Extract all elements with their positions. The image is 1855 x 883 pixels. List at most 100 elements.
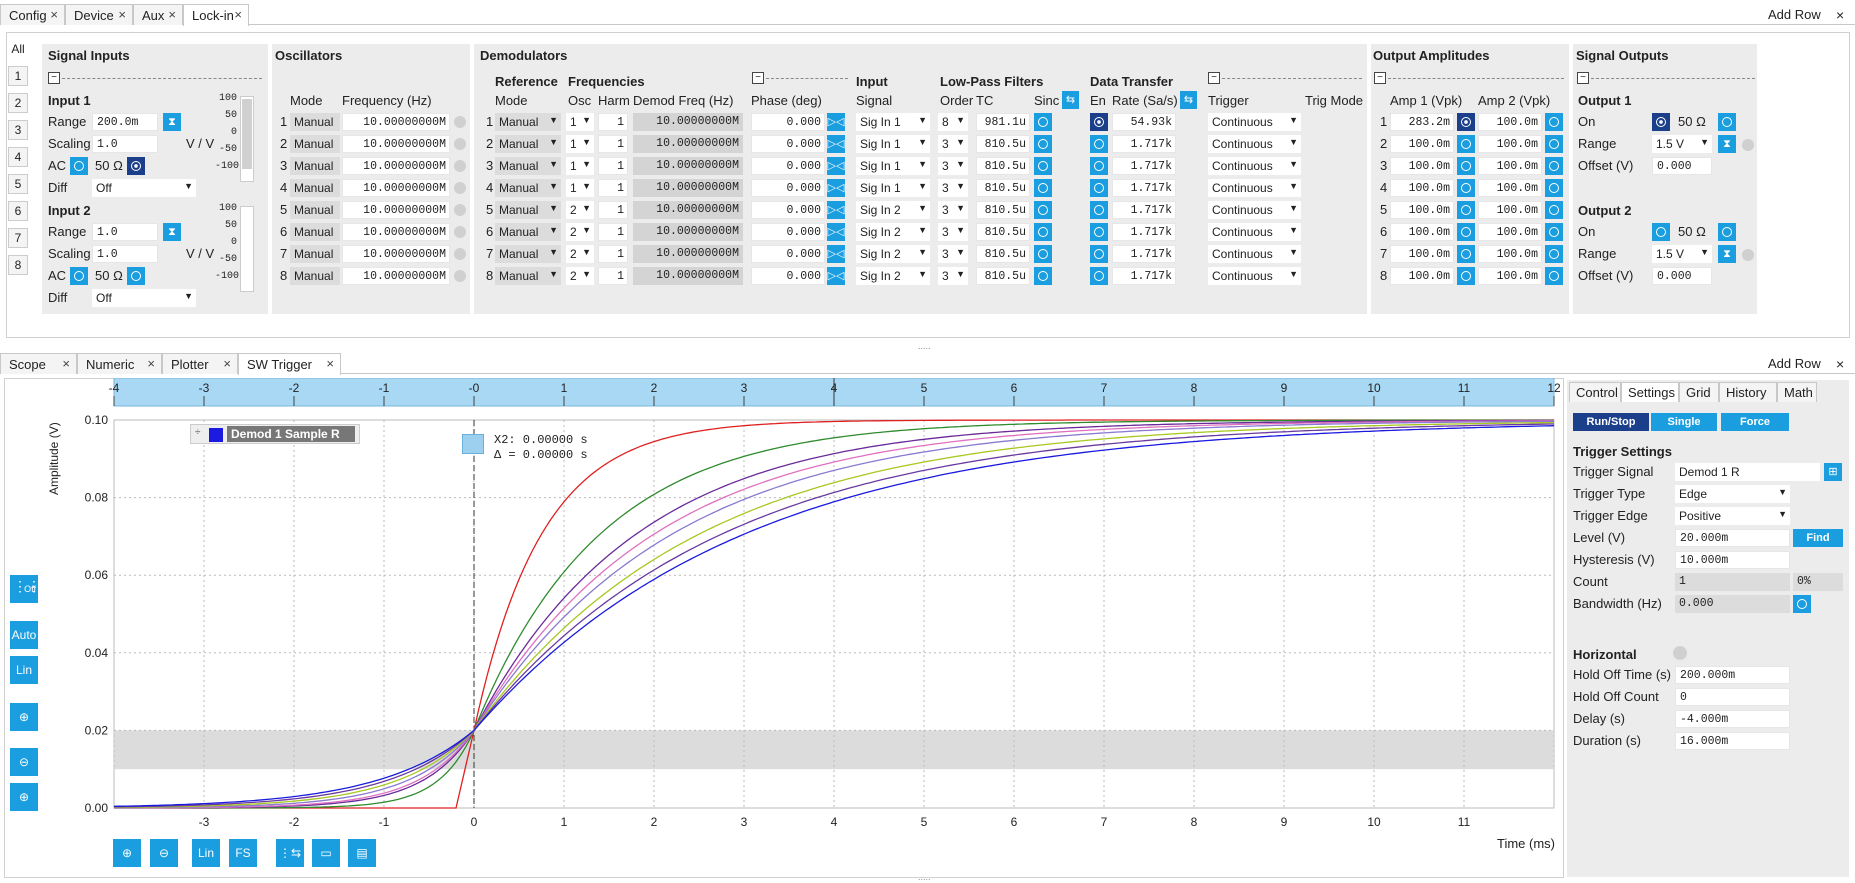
amp1-enable-toggle[interactable]	[1457, 201, 1475, 219]
cursor-x-icon[interactable]: ⋮⇆	[276, 839, 304, 867]
close-icon[interactable]: ×	[50, 7, 58, 22]
tab-history[interactable]: History	[1719, 382, 1777, 402]
amp1-enable-toggle[interactable]	[1457, 179, 1475, 197]
demod-mode-select[interactable]: Manual ▼	[495, 113, 561, 131]
demod-harm-field[interactable]: 1	[598, 223, 628, 241]
amp2-enable-toggle[interactable]	[1545, 135, 1563, 153]
demod-tc-field[interactable]: 810.5u	[976, 267, 1030, 285]
level-field[interactable]: 20.000m	[1675, 529, 1790, 547]
demod-enable-toggle[interactable]	[1090, 223, 1108, 241]
amp2-field[interactable]: 100.0m	[1478, 245, 1542, 263]
osc-frequency-field[interactable]: 10.00000000M	[342, 179, 450, 197]
sinc-toggle[interactable]	[1034, 113, 1052, 131]
demod-phase-field[interactable]: 0.000	[751, 223, 825, 241]
output2-on-toggle[interactable]	[1652, 223, 1670, 241]
50ohm-toggle[interactable]	[127, 267, 145, 285]
demod-trigger-select[interactable]: Continuous ▼	[1208, 135, 1301, 153]
demod-osc-select[interactable]: 1 ▼	[566, 157, 594, 175]
demod-harm-field[interactable]: 1	[598, 113, 628, 131]
output2-range-select[interactable]: 1.5 V ▼	[1652, 245, 1712, 263]
phase-zero-icon[interactable]: ▷◁	[827, 135, 845, 153]
sinc-toggle[interactable]	[1034, 267, 1052, 285]
tab-aux[interactable]: Aux ×	[133, 4, 183, 25]
zoom-out-y-icon[interactable]: ⊖	[10, 748, 38, 776]
tab-numeric[interactable]: Numeric ×	[77, 353, 162, 374]
demod-enable-toggle[interactable]	[1090, 201, 1108, 219]
amp2-field[interactable]: 100.0m	[1478, 113, 1542, 131]
demod-signal-select[interactable]: Sig In 2 ▼	[856, 245, 930, 263]
amp1-field[interactable]: 100.0m	[1390, 135, 1454, 153]
side-tab-2[interactable]: 2	[8, 93, 28, 113]
demod-rate-field[interactable]: 1.717k	[1112, 201, 1176, 219]
amp1-enable-toggle[interactable]	[1457, 245, 1475, 263]
amp1-enable-toggle[interactable]	[1457, 267, 1475, 285]
collapse-icon[interactable]: −	[1577, 72, 1589, 84]
x-linear-button[interactable]: Lin	[192, 839, 220, 867]
output1-50ohm-toggle[interactable]	[1718, 113, 1736, 131]
demod-osc-select[interactable]: 2 ▼	[566, 245, 594, 263]
demod-rate-field[interactable]: 1.717k	[1112, 223, 1176, 241]
input2-range-field[interactable]: 1.0	[92, 223, 158, 241]
amp2-enable-toggle[interactable]	[1545, 223, 1563, 241]
amp1-field[interactable]: 100.0m	[1390, 223, 1454, 241]
collapse-icon[interactable]: −	[1374, 72, 1386, 84]
zoom-in-y-icon[interactable]: ⊕	[10, 783, 38, 811]
demod-tc-field[interactable]: 981.1u	[976, 113, 1030, 131]
side-tab-5[interactable]: 5	[8, 174, 28, 194]
tab-plotter[interactable]: Plotter ×	[162, 353, 238, 374]
demod-order-select[interactable]: 3 ▼	[938, 245, 968, 263]
demod-tc-field[interactable]: 810.5u	[976, 201, 1030, 219]
demod-trigger-select[interactable]: Continuous ▼	[1208, 179, 1301, 197]
demod-order-select[interactable]: 3 ▼	[938, 135, 968, 153]
demod-mode-select[interactable]: Manual ▼	[495, 179, 561, 197]
amp1-enable-toggle[interactable]	[1457, 157, 1475, 175]
demod-harm-field[interactable]: 1	[598, 157, 628, 175]
side-tab-7[interactable]: 7	[8, 228, 28, 248]
tab-sw-trigger[interactable]: SW Trigger ×	[238, 353, 341, 375]
auto-range-icon[interactable]: ⧗	[1718, 245, 1736, 263]
osc-frequency-field[interactable]: 10.00000000M	[342, 223, 450, 241]
demod-mode-select[interactable]: Manual ▼	[495, 223, 561, 241]
close-icon[interactable]: ×	[147, 356, 155, 371]
side-tab-4[interactable]: 4	[8, 147, 28, 167]
side-tab-8[interactable]: 8	[8, 255, 28, 275]
zoom-out-x-icon[interactable]: ⊖	[150, 839, 178, 867]
amp1-field[interactable]: 100.0m	[1390, 267, 1454, 285]
run-stop-button[interactable]: Run/Stop	[1573, 413, 1649, 431]
demod-order-select[interactable]: 3 ▼	[938, 201, 968, 219]
collapse-icon[interactable]: −	[752, 72, 764, 84]
splitter-handle[interactable]: .....	[918, 341, 931, 351]
demod-signal-select[interactable]: Sig In 2 ▼	[856, 267, 930, 285]
demod-phase-field[interactable]: 0.000	[751, 157, 825, 175]
amp1-field[interactable]: 100.0m	[1390, 179, 1454, 197]
drag-handle-icon[interactable]: ÷	[195, 427, 201, 438]
auto-range-icon[interactable]: ⧗	[163, 113, 181, 131]
demod-harm-field[interactable]: 1	[598, 245, 628, 263]
close-icon[interactable]: ×	[1836, 7, 1845, 23]
amp1-field[interactable]: 283.2m	[1390, 113, 1454, 131]
side-tab-1[interactable]: 1	[8, 66, 28, 86]
amp2-enable-toggle[interactable]	[1545, 179, 1563, 197]
osc-frequency-field[interactable]: 10.00000000M	[342, 267, 450, 285]
cursor-x2-handle[interactable]	[462, 434, 484, 454]
tab-math[interactable]: Math	[1777, 382, 1817, 402]
close-icon[interactable]: ×	[326, 356, 334, 371]
side-tab-3[interactable]: 3	[8, 120, 28, 140]
osc-frequency-field[interactable]: 10.00000000M	[342, 157, 450, 175]
trigger-signal-select[interactable]: Demod 1 R	[1675, 463, 1820, 481]
input1-range-field[interactable]: 200.0m	[92, 113, 158, 131]
demod-rate-field[interactable]: 1.717k	[1112, 179, 1176, 197]
output1-on-toggle[interactable]	[1652, 113, 1670, 131]
side-tab-all[interactable]: All	[8, 40, 28, 60]
tab-scope[interactable]: Scope ×	[0, 353, 77, 374]
demod-tc-field[interactable]: 810.5u	[976, 245, 1030, 263]
demod-trigger-select[interactable]: Continuous ▼	[1208, 201, 1301, 219]
close-icon[interactable]: ×	[1836, 356, 1845, 372]
tab-control[interactable]: Control	[1569, 382, 1621, 402]
delay-field[interactable]: -4.000m	[1675, 710, 1790, 728]
sinc-toggle[interactable]	[1034, 135, 1052, 153]
demod-osc-select[interactable]: 2 ▼	[566, 201, 594, 219]
amp2-enable-toggle[interactable]	[1545, 113, 1563, 131]
osc-frequency-field[interactable]: 10.00000000M	[342, 113, 450, 131]
demod-harm-field[interactable]: 1	[598, 267, 628, 285]
